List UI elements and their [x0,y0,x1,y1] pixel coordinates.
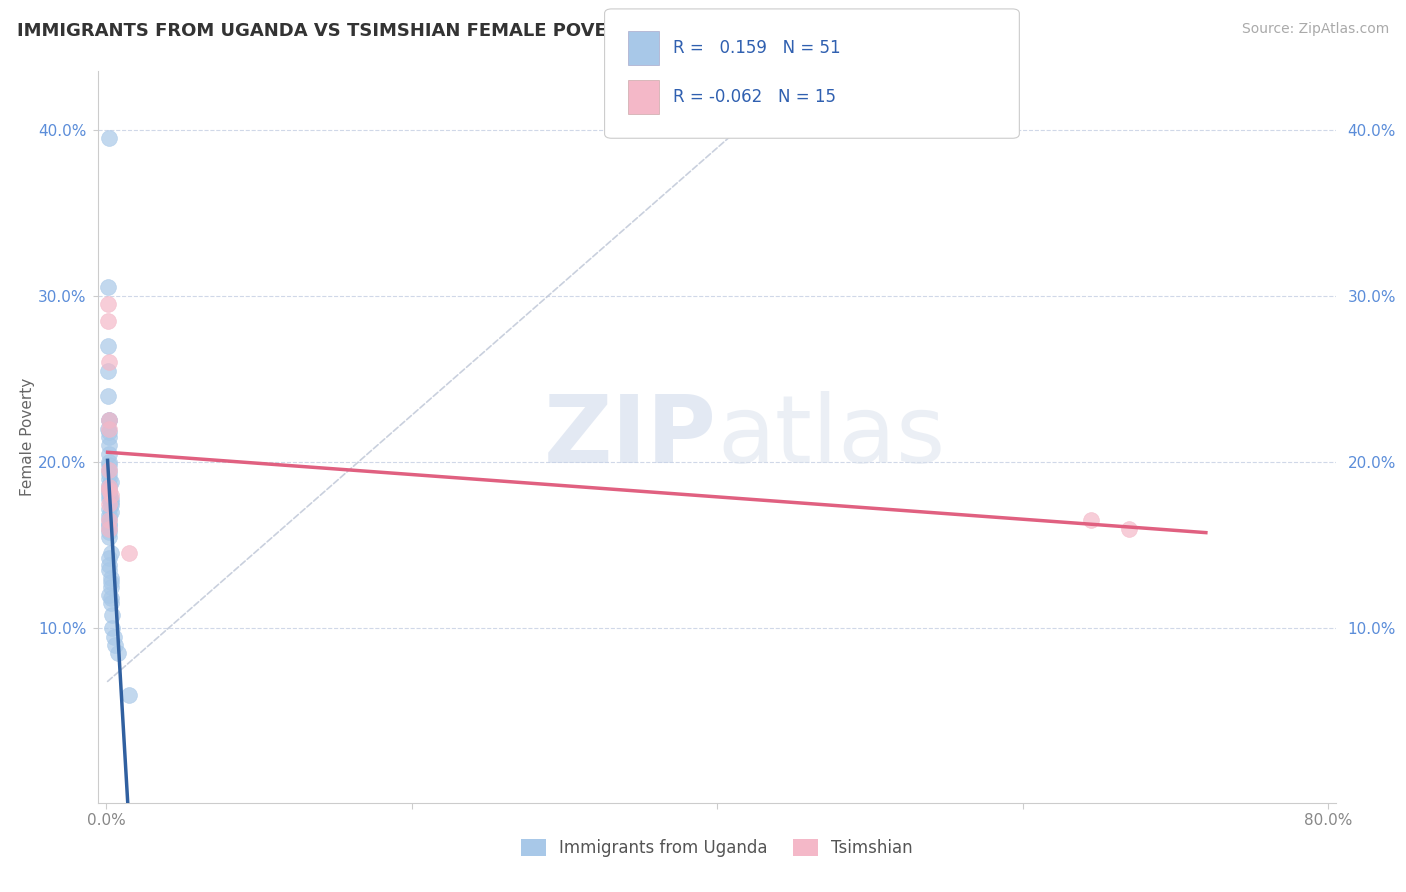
Point [98,482,121,496]
Point [98,413,121,427]
Point [100,498,122,512]
Point [98,413,121,427]
Point [100,571,122,585]
Point [98,558,121,573]
Point [100,580,122,594]
Point [101,607,124,622]
Point [103,630,125,644]
Point [100,596,122,610]
Point [98,513,121,527]
Point [107,646,129,660]
Text: IMMIGRANTS FROM UGANDA VS TSIMSHIAN FEMALE POVERTY CORRELATION CHART: IMMIGRANTS FROM UGANDA VS TSIMSHIAN FEMA… [17,22,866,40]
Point [1080,513,1102,527]
Point [100,591,122,606]
Point [98,516,121,531]
Point [98,455,121,469]
Point [118,688,141,702]
Point [98,530,121,544]
Point [100,574,122,589]
Point [98,463,121,477]
Point [98,447,121,461]
Text: Source: ZipAtlas.com: Source: ZipAtlas.com [1241,22,1389,37]
Point [97,388,120,402]
Point [100,495,122,509]
Point [98,563,121,577]
Point [98,551,121,566]
Point [98,438,121,452]
Point [104,638,127,652]
Point [98,497,121,511]
Point [98,488,121,502]
Point [98,511,121,525]
Point [98,131,121,145]
Point [97,297,120,311]
Point [98,508,121,523]
Text: R = -0.062   N = 15: R = -0.062 N = 15 [673,88,837,106]
Point [98,422,121,436]
Point [101,621,124,635]
Point [98,521,121,535]
Point [98,472,121,486]
Point [100,546,122,560]
Point [98,501,121,516]
Y-axis label: Female Poverty: Female Poverty [20,378,35,496]
Point [98,480,121,494]
Point [98,467,121,481]
Point [100,505,122,519]
Point [98,425,121,439]
Point [98,483,121,498]
Point [100,491,122,506]
Point [98,463,121,477]
Point [97,363,120,377]
Point [97,314,120,328]
Point [98,524,121,539]
Point [98,413,121,427]
Point [98,484,121,499]
Point [98,430,121,444]
Point [98,521,121,535]
Point [97,422,120,436]
Point [98,491,121,506]
Point [1118,521,1140,535]
Text: ZIP: ZIP [544,391,717,483]
Legend: Immigrants from Uganda, Tsimshian: Immigrants from Uganda, Tsimshian [515,832,920,864]
Point [97,338,120,352]
Point [100,475,122,489]
Point [97,280,120,294]
Point [98,355,121,369]
Point [100,488,122,502]
Text: atlas: atlas [717,391,945,483]
Text: R =   0.159   N = 51: R = 0.159 N = 51 [673,39,841,57]
Point [98,478,121,492]
Point [118,546,141,560]
Point [98,518,121,533]
Point [98,588,121,602]
Point [98,458,121,473]
